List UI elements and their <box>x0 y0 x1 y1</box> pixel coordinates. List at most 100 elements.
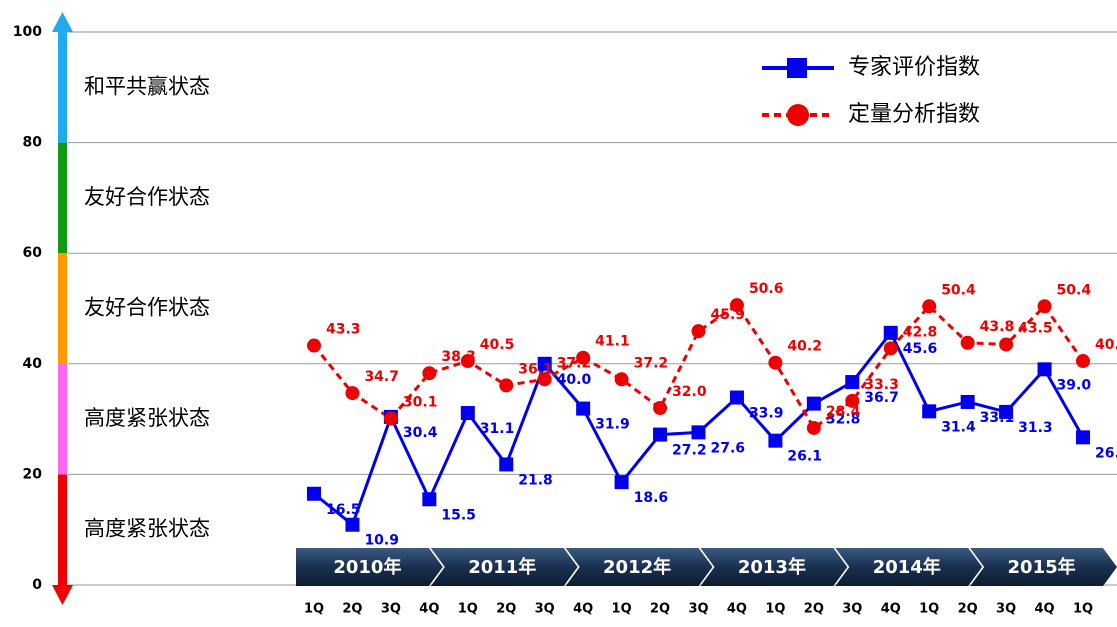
marker <box>345 517 360 532</box>
marker <box>460 354 475 369</box>
year-label: 2015年 <box>1008 556 1076 578</box>
value-label: 40.5 <box>480 337 515 353</box>
legend-marker <box>787 104 809 126</box>
x-tick-label: 1Q <box>612 602 632 617</box>
x-tick-label: 4Q <box>419 602 439 617</box>
value-label: 37.2 <box>634 355 669 371</box>
zone-band <box>58 474 67 585</box>
year-label: 2011年 <box>468 556 536 578</box>
marker <box>499 378 514 393</box>
value-label: 32.0 <box>672 384 707 400</box>
y-tick-label: 60 <box>23 245 43 261</box>
value-label: 40.5 <box>1095 337 1117 353</box>
zone-band <box>58 142 67 254</box>
marker <box>307 486 321 501</box>
zone-label: 友好合作状态 <box>84 296 210 320</box>
x-tick-label: 1Q <box>919 602 939 617</box>
marker <box>614 372 629 387</box>
marker <box>960 335 975 350</box>
marker <box>653 427 668 442</box>
year-ribbon <box>430 548 578 586</box>
year-label: 2012年 <box>603 556 671 578</box>
value-label: 43.3 <box>326 322 361 338</box>
value-label: 50.4 <box>1057 282 1092 298</box>
marker <box>922 404 937 419</box>
x-tick-label: 1Q <box>458 602 478 617</box>
value-label: 26.7 <box>1095 445 1117 461</box>
x-tick-label: 3Q <box>381 602 401 617</box>
marker <box>383 411 398 426</box>
zone-label: 高度紧张状态 <box>84 406 210 430</box>
y-tick-label: 0 <box>32 577 42 593</box>
marker <box>1076 430 1090 445</box>
marker <box>806 420 821 435</box>
x-tick-label: 4Q <box>727 602 747 617</box>
marker <box>576 350 591 365</box>
year-ribbon <box>565 548 713 586</box>
marker <box>422 492 437 507</box>
legend-label: 专家评价指数 <box>848 55 980 80</box>
y-tick-label: 100 <box>13 24 42 40</box>
marker <box>768 355 783 370</box>
year-ribbon <box>296 548 443 586</box>
marker <box>922 299 937 314</box>
marker <box>806 396 821 411</box>
marker <box>460 406 475 421</box>
marker <box>999 404 1014 419</box>
value-label: 43.5 <box>1018 320 1053 336</box>
x-tick-label: 3Q <box>535 602 555 617</box>
legend-label: 定量分析指数 <box>848 102 980 127</box>
x-tick-label: 2Q <box>804 602 824 617</box>
x-tick-label: 2Q <box>496 602 516 617</box>
zone-band <box>58 32 67 143</box>
year-label: 2014年 <box>873 556 941 578</box>
axis-arrow-top <box>52 12 73 32</box>
value-label: 50.6 <box>749 281 784 297</box>
x-tick-label: 2Q <box>342 602 362 617</box>
x-tick-label: 2Q <box>650 602 670 617</box>
marker <box>845 393 860 408</box>
value-label: 34.7 <box>364 369 399 385</box>
marker <box>729 298 744 313</box>
x-tick-label: 1Q <box>765 602 785 617</box>
value-label: 28.4 <box>826 404 861 420</box>
x-tick-label: 3Q <box>688 602 708 617</box>
marker <box>883 325 898 340</box>
marker <box>307 338 321 353</box>
legend-marker <box>787 58 807 78</box>
marker <box>883 341 898 356</box>
marker <box>691 425 706 440</box>
marker <box>1076 354 1090 369</box>
zone-label: 高度紧张状态 <box>84 517 210 541</box>
value-label: 40.2 <box>787 339 822 355</box>
value-label: 31.9 <box>595 417 630 433</box>
value-label: 33.3 <box>864 377 899 393</box>
x-tick-label: 3Q <box>842 602 862 617</box>
marker <box>691 324 706 339</box>
value-label: 33.9 <box>749 406 784 422</box>
marker <box>537 356 552 371</box>
marker <box>1037 299 1052 314</box>
value-label: 30.4 <box>403 425 438 441</box>
value-label: 32.8 <box>826 412 861 428</box>
year-label: 2013年 <box>738 556 806 578</box>
value-label: 26.1 <box>787 449 822 465</box>
marker <box>653 401 668 416</box>
value-label: 40.0 <box>557 372 592 388</box>
value-label: 43.8 <box>980 319 1015 335</box>
x-tick-label: 4Q <box>573 602 593 617</box>
y-tick-label: 80 <box>23 135 43 151</box>
x-tick-label: 4Q <box>881 602 901 617</box>
value-label: 18.6 <box>634 490 669 506</box>
y-tick-label: 20 <box>23 466 43 482</box>
series-line <box>312 303 1085 431</box>
marker <box>999 337 1014 352</box>
value-label: 42.8 <box>903 324 938 340</box>
x-tick-label: 3Q <box>996 602 1016 617</box>
y-tick-label: 40 <box>23 356 43 372</box>
value-label: 15.5 <box>441 507 476 523</box>
value-label: 10.9 <box>364 533 399 549</box>
value-label: 21.8 <box>518 472 553 488</box>
value-label: 16.5 <box>326 502 361 518</box>
